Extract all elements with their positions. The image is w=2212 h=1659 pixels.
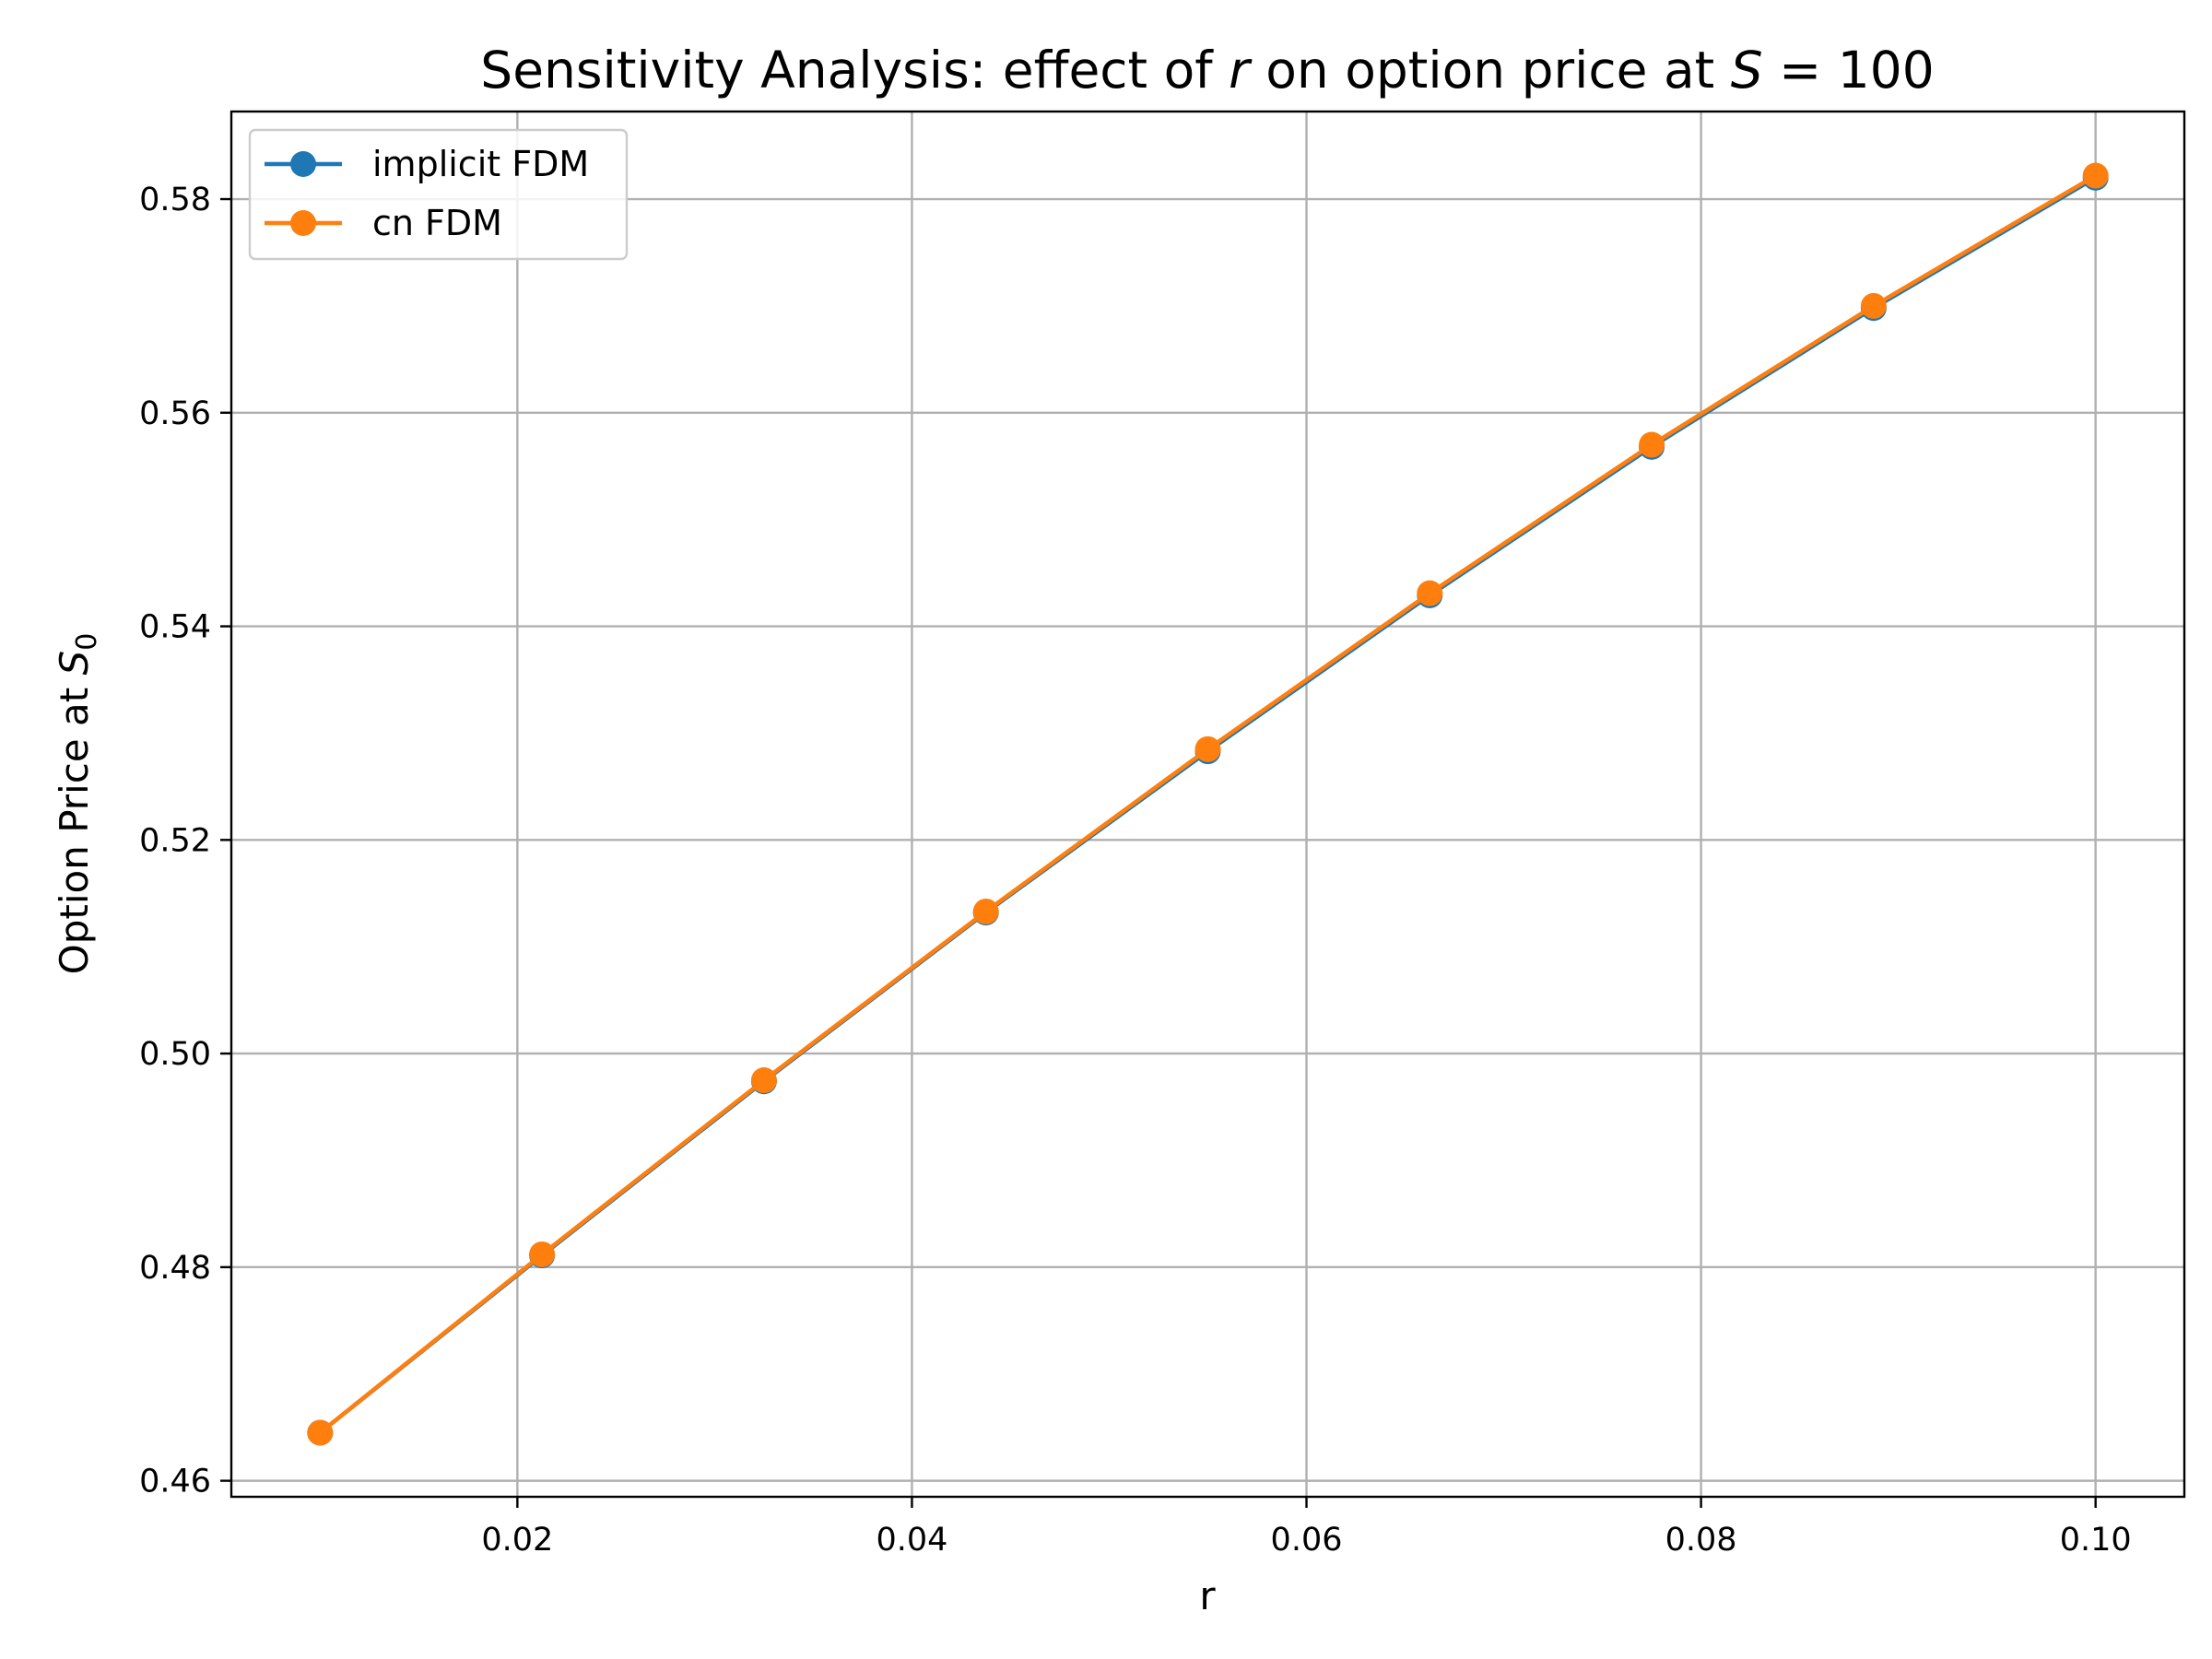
x-axis: 0.02 0.04 0.06 0.08 0.10 bbox=[481, 1497, 2132, 1559]
y-axis: 0.46 0.48 0.50 0.52 0.54 0.56 0.58 bbox=[139, 182, 231, 1500]
series-layer bbox=[307, 162, 2109, 1446]
legend-entry-cn-fdm: cn FDM bbox=[265, 203, 502, 243]
y-tick-label: 0.46 bbox=[139, 1464, 211, 1500]
y-tick-label: 0.50 bbox=[139, 1036, 211, 1073]
data-point-cn-fdm bbox=[1860, 292, 1887, 319]
legend-marker-implicit-fdm bbox=[290, 151, 316, 177]
plot-background bbox=[231, 112, 2184, 1497]
y-axis-label: Option Price at S0 bbox=[52, 633, 103, 975]
x-tick-label: 0.02 bbox=[481, 1522, 553, 1559]
chart-title: Sensitivity Analysis: effect of r on opt… bbox=[480, 41, 1934, 100]
legend-marker-cn-fdm bbox=[290, 210, 316, 236]
y-tick-label: 0.48 bbox=[139, 1250, 211, 1287]
series-cn-fdm bbox=[307, 162, 2109, 1446]
legend-frame bbox=[248, 128, 629, 261]
y-tick-label: 0.54 bbox=[139, 609, 211, 646]
legend: implicit FDM cn FDM bbox=[248, 128, 629, 261]
data-point-cn-fdm bbox=[1417, 580, 1443, 606]
y-tick-label: 0.58 bbox=[139, 182, 211, 218]
plot-frame bbox=[229, 110, 2186, 1499]
data-point-cn-fdm bbox=[1639, 431, 1665, 458]
data-point-cn-fdm bbox=[972, 898, 999, 924]
x-tick-label: 0.04 bbox=[876, 1522, 947, 1559]
x-tick-label: 0.10 bbox=[2060, 1522, 2132, 1559]
legend-label-implicit-fdm: implicit FDM bbox=[372, 144, 589, 184]
y-tick-label: 0.52 bbox=[139, 822, 211, 859]
data-point-cn-fdm bbox=[1194, 735, 1221, 762]
data-point-cn-fdm bbox=[2082, 162, 2109, 189]
legend-entry-implicit-fdm: implicit FDM bbox=[265, 144, 589, 184]
data-point-cn-fdm bbox=[750, 1067, 777, 1094]
legend-label-cn-fdm: cn FDM bbox=[372, 203, 502, 243]
data-point-cn-fdm bbox=[307, 1419, 334, 1446]
y-tick-label: 0.56 bbox=[139, 395, 211, 432]
x-tick-label: 0.08 bbox=[1665, 1522, 1737, 1559]
x-axis-label: r bbox=[1199, 1573, 1216, 1618]
x-tick-label: 0.06 bbox=[1271, 1522, 1343, 1559]
data-point-cn-fdm bbox=[529, 1241, 556, 1267]
grid bbox=[231, 112, 2184, 1497]
